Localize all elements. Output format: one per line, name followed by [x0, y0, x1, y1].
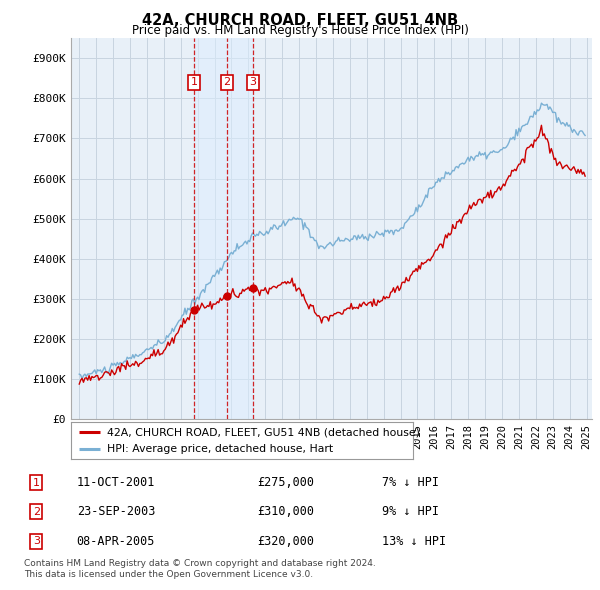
Text: 1: 1 — [190, 77, 197, 87]
Text: This data is licensed under the Open Government Licence v3.0.: This data is licensed under the Open Gov… — [24, 571, 313, 579]
Text: HPI: Average price, detached house, Hart: HPI: Average price, detached house, Hart — [107, 444, 333, 454]
Text: 3: 3 — [33, 536, 40, 546]
Text: £320,000: £320,000 — [257, 535, 314, 548]
Text: £310,000: £310,000 — [257, 505, 314, 519]
Text: 1: 1 — [33, 477, 40, 487]
Text: 2: 2 — [32, 507, 40, 517]
Text: 23-SEP-2003: 23-SEP-2003 — [77, 505, 155, 519]
Text: 13% ↓ HPI: 13% ↓ HPI — [382, 535, 446, 548]
Text: 08-APR-2005: 08-APR-2005 — [77, 535, 155, 548]
Text: Price paid vs. HM Land Registry's House Price Index (HPI): Price paid vs. HM Land Registry's House … — [131, 24, 469, 37]
Text: 42A, CHURCH ROAD, FLEET, GU51 4NB (detached house): 42A, CHURCH ROAD, FLEET, GU51 4NB (detac… — [107, 427, 419, 437]
Text: 42A, CHURCH ROAD, FLEET, GU51 4NB: 42A, CHURCH ROAD, FLEET, GU51 4NB — [142, 13, 458, 28]
Bar — [194, 38, 253, 419]
Text: Contains HM Land Registry data © Crown copyright and database right 2024.: Contains HM Land Registry data © Crown c… — [24, 559, 376, 568]
Text: 3: 3 — [250, 77, 256, 87]
Text: 7% ↓ HPI: 7% ↓ HPI — [382, 476, 439, 489]
Text: 11-OCT-2001: 11-OCT-2001 — [77, 476, 155, 489]
Text: 2: 2 — [223, 77, 230, 87]
Text: £275,000: £275,000 — [257, 476, 314, 489]
Text: 9% ↓ HPI: 9% ↓ HPI — [382, 505, 439, 519]
